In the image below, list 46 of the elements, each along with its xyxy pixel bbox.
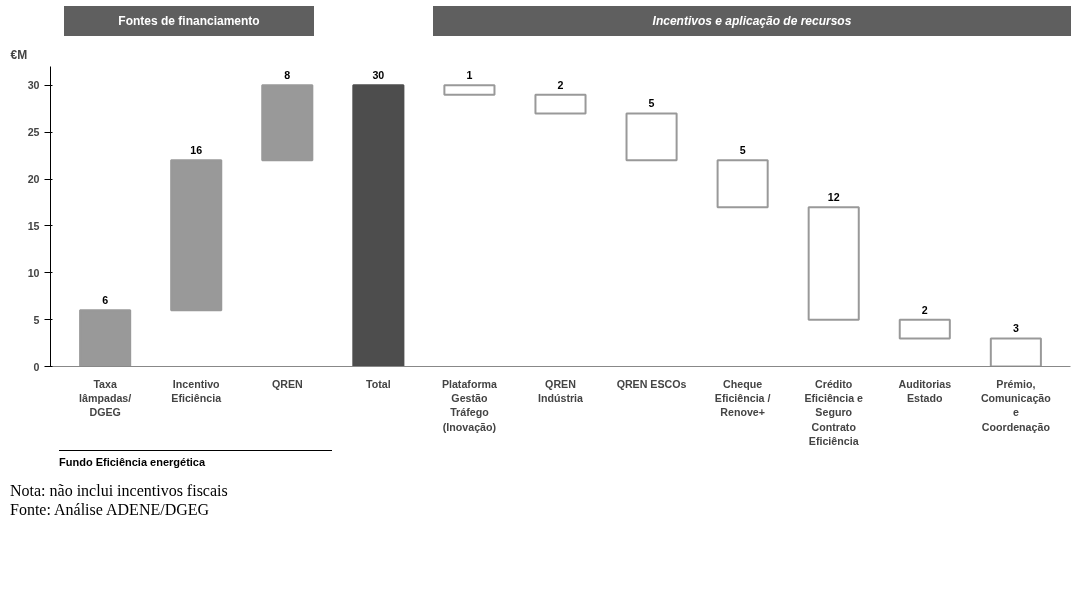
x-tick-label: QREN ESCOs (616, 377, 687, 390)
bar (716, 159, 769, 209)
data-label: 12 (827, 191, 840, 204)
y-tick-label: 20 (27, 173, 40, 185)
data-label: 3 (1012, 322, 1019, 335)
y-tick-label: 15 (27, 219, 40, 232)
bar (261, 84, 314, 162)
y-axis-title: €M (10, 47, 28, 62)
x-tick-label: Plataforma Gestão Tráfego (Inovação) (441, 377, 498, 433)
bar (79, 309, 132, 367)
data-label: 30 (372, 69, 385, 82)
x-tick-label: Cheque Eficiência / Renove+ (714, 377, 771, 419)
y-tick-label: 0 (33, 360, 40, 373)
x-tick-label: Taxa lâmpadas/ DGEG (79, 377, 132, 419)
text: Fontes de financiamento (64, 6, 314, 36)
x-tick-label: Prémio, Comunicação e Coordenação (980, 377, 1052, 433)
data-label: 5 (648, 97, 655, 110)
x-tick-label: Auditorias Estado (898, 377, 952, 404)
source-note: Fonte: Análise ADENE/DGEG (10, 500, 210, 520)
bar (807, 206, 860, 321)
data-label: 2 (921, 303, 928, 316)
x-tick-label: Crédito Eficiência e Seguro Contrato Eficiência (804, 377, 864, 448)
bar (625, 112, 678, 162)
bar (443, 84, 496, 96)
text: Incentivos e aplicação de recursos (433, 6, 1071, 36)
bar (898, 318, 951, 340)
x-tick-label: QREN Indústria (538, 377, 584, 404)
data-label: 1 (466, 69, 473, 82)
y-tick-label: 5 (33, 313, 40, 326)
bar (170, 159, 223, 312)
bar (534, 93, 587, 115)
data-label: 5 (739, 144, 746, 157)
text: Fundo Eficiência energética (59, 450, 332, 471)
x-tick-label: Total (366, 377, 391, 390)
y-tick-label: 30 (27, 79, 40, 92)
y-tick-label: 25 (27, 126, 40, 139)
data-label: 8 (284, 69, 291, 82)
bar (989, 337, 1042, 367)
x-tick-label: QREN (271, 377, 303, 390)
data-label: 2 (557, 78, 564, 91)
y-tick-label: 10 (27, 266, 40, 279)
x-tick-label: Incentivo Eficiência (171, 377, 222, 404)
bar (352, 84, 405, 367)
data-label: 6 (102, 294, 109, 307)
data-label: 16 (190, 144, 203, 157)
text: Nota: não inclui incentivos fiscais (10, 481, 228, 501)
